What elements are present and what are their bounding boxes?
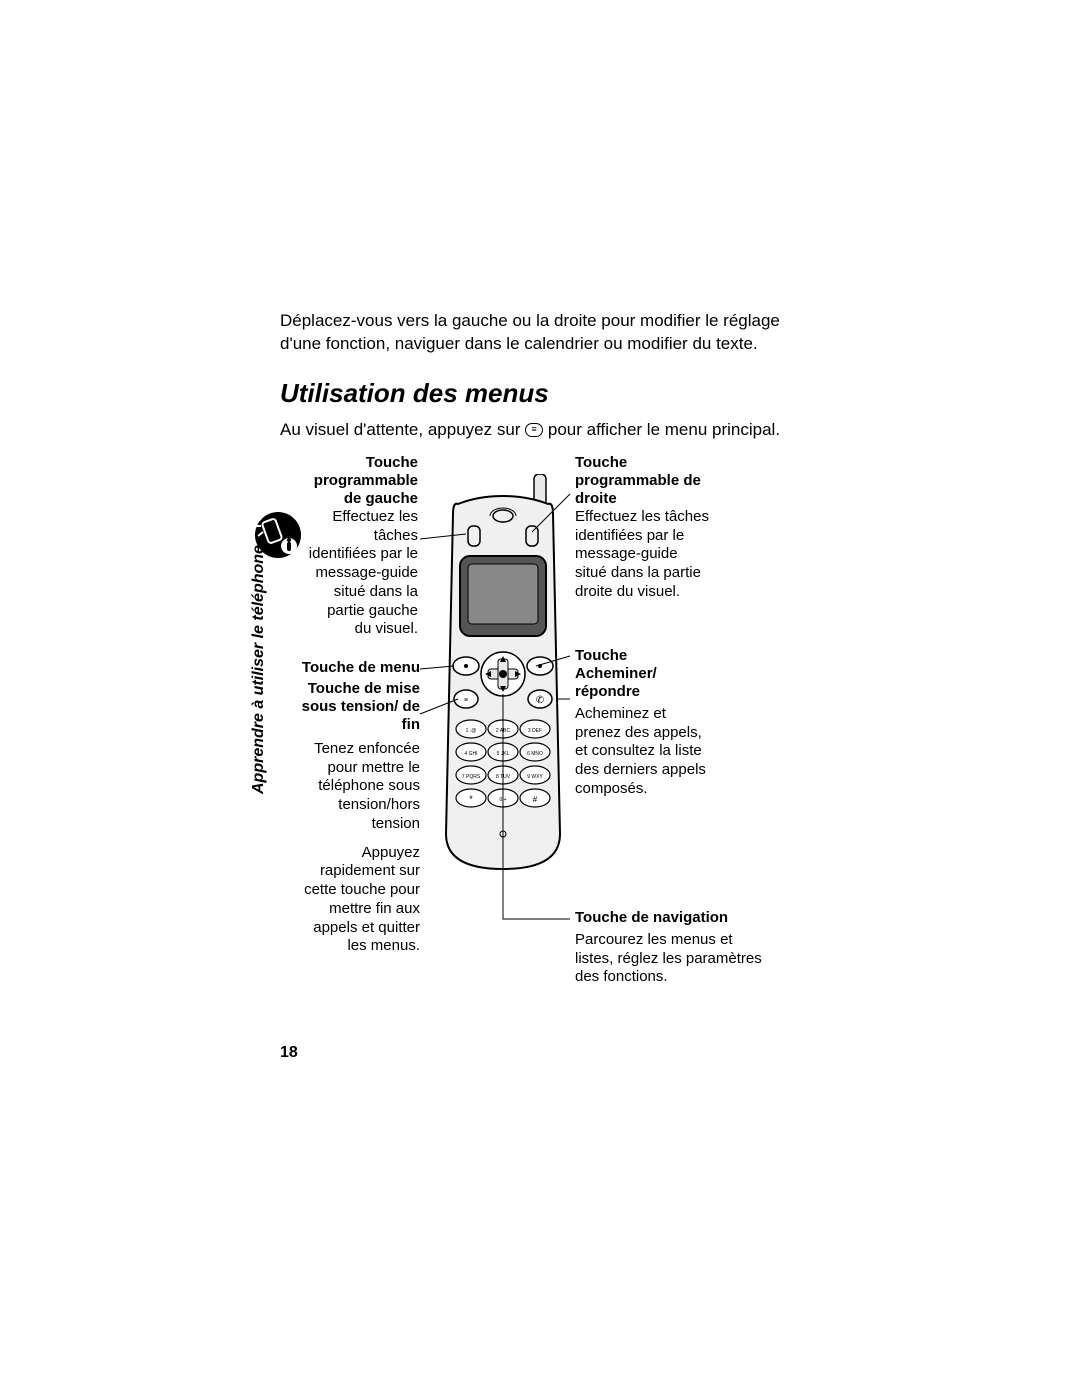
callout-left-softkey: Touche programmable de gauche Effectuez …: [308, 454, 418, 639]
callout-body-secondary: Appuyez rapidement sur cette touche pour…: [298, 844, 420, 957]
callout-title: Touche programmable de gauche: [308, 454, 418, 508]
callout-title: Touche de menu: [298, 659, 420, 677]
callout-body: Effectuez les tâches identifiées par le …: [575, 508, 710, 602]
phone-diagram: Apprendre à utiliser le téléphone: [280, 454, 800, 1054]
section-heading: Utilisation des menus: [280, 378, 800, 409]
instruction-after: pour afficher le menu principal.: [543, 420, 780, 439]
callout-nav-key: Touche de navigation Parcourez les menus…: [575, 909, 775, 987]
callout-send-key: Touche Acheminer/ répondre Acheminez et …: [575, 647, 710, 799]
callout-title: Touche de navigation: [575, 909, 775, 927]
callout-body: Effectuez les tâches identifiées par le …: [308, 508, 418, 639]
callout-menu-key: Touche de menu: [298, 659, 420, 677]
callout-title: Touche programmable de droite: [575, 454, 710, 508]
document-page: Déplacez-vous vers la gauche ou la droit…: [280, 310, 800, 1054]
instruction-before: Au visuel d'attente, appuyez sur: [280, 420, 525, 439]
callout-body: Acheminez et prenez des appels, et consu…: [575, 705, 710, 799]
callout-right-softkey: Touche programmable de droite Effectuez …: [575, 454, 710, 602]
callout-title: Touche de mise sous tension/ de fin: [298, 680, 420, 734]
callout-body: Tenez enfoncée pour mettre le téléphone …: [298, 740, 420, 834]
instruction-paragraph: Au visuel d'attente, appuyez sur ≡ pour …: [280, 419, 800, 442]
intro-paragraph: Déplacez-vous vers la gauche ou la droit…: [280, 310, 800, 356]
callout-power-key: Touche de mise sous tension/ de fin Tene…: [298, 680, 420, 956]
menu-key-glyph: ≡: [525, 423, 543, 437]
callout-body: Parcourez les menus et listes, réglez le…: [575, 931, 775, 987]
callout-title: Touche Acheminer/ répondre: [575, 647, 710, 701]
page-number: 18: [280, 1044, 298, 1062]
sidebar-chapter-label: Apprendre à utiliser le téléphone: [250, 545, 268, 794]
